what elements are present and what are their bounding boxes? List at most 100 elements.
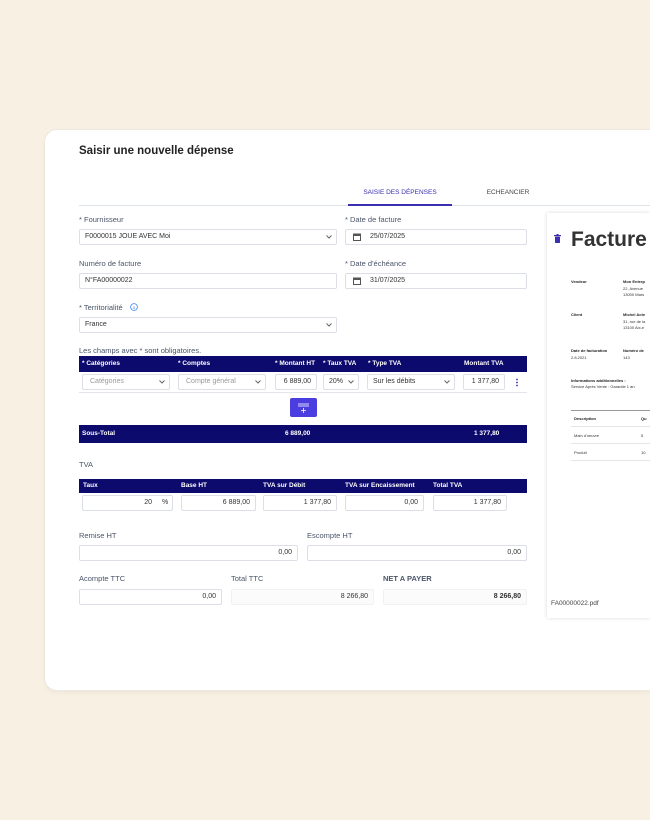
total-field: 8 266,80 [383, 589, 527, 605]
required-note: Les champs avec * sont obligatoires. [79, 346, 202, 355]
preview-text: Service Après Vente : Garantie 1 an [571, 384, 635, 389]
select-value: Sur les débits [373, 378, 416, 385]
chevron [159, 380, 165, 384]
rate-input[interactable]: 20 [82, 495, 173, 511]
select-value: France [85, 321, 107, 328]
input-value: 0,00 [404, 499, 418, 506]
total-value: 8 266,80 [493, 593, 521, 600]
chevron [326, 323, 332, 327]
field-label: NET A PAYER [383, 574, 432, 583]
preview-text: Produit [574, 450, 587, 455]
select-value: F0000015 JOUE AVEC Moi [85, 233, 171, 240]
select-value: 20% [329, 378, 344, 385]
select[interactable]: Compte général [178, 374, 266, 390]
amount-input[interactable]: 6 889,00 [181, 495, 256, 511]
preview-column: Description [574, 416, 597, 421]
preview-column: Qu [641, 416, 647, 421]
subtotal-amount: 1 377,80 [474, 430, 500, 437]
column-header: Base HT [181, 482, 208, 489]
column-header: * Comptes [178, 360, 211, 367]
preview-text: 22, Avenue [623, 286, 643, 291]
input-value: 1 377,80 [471, 378, 499, 385]
column-header: * Taux TVA [323, 360, 357, 367]
field-label: Total TTC [231, 574, 264, 583]
preview-rule [571, 443, 650, 444]
preview-text: 143 [623, 355, 630, 360]
calendar-icon [353, 233, 361, 241]
date-value: 25/07/2025 [370, 233, 406, 240]
page-title: Saisir une nouvelle dépense [79, 145, 234, 157]
column-header: * Catégories [82, 360, 120, 367]
amount-input[interactable]: 0,00 [79, 589, 222, 605]
percent-sign: % [162, 499, 169, 506]
input-value: 0,00 [507, 549, 521, 556]
table-header: Taux Base HT TVA sur Débit TVA sur Encai… [79, 479, 527, 493]
preview-text: 10 [641, 450, 646, 455]
field-label: * Territorialité [79, 303, 123, 312]
input-value: 0,00 [278, 549, 292, 556]
chevron [444, 380, 450, 384]
table-row [79, 372, 527, 393]
subtotal-amount: 6 889,00 [285, 430, 311, 437]
preview-rule [571, 410, 650, 411]
amount-input[interactable]: 1 377,80 [463, 374, 505, 390]
info-icon[interactable] [130, 303, 138, 311]
amount-input[interactable]: 0,00 [79, 545, 298, 561]
calendar-icon [353, 277, 361, 285]
preview-text: Michel Acte [623, 312, 646, 317]
preview-text: Mon Entrep [623, 279, 645, 284]
select[interactable]: Catégories [82, 374, 170, 390]
subtotal-label: Sous-Total [82, 430, 116, 437]
preview-title: Facture [571, 228, 647, 251]
field-label: Escompte HT [307, 531, 353, 540]
column-header: Taux [83, 482, 98, 489]
field-label: * Date de facture [345, 215, 402, 224]
file-name: FA00000022.pdf [551, 600, 599, 607]
select[interactable]: France [79, 317, 337, 333]
column-header: TVA sur Encaissement [345, 482, 415, 489]
tab-active[interactable]: SAISIE DES DÉPENSES [363, 189, 437, 196]
add-line-button[interactable] [290, 398, 317, 417]
preview-rule [571, 460, 650, 461]
select[interactable]: F0000015 JOUE AVEC Moi [79, 229, 337, 245]
input-value: 0,00 [202, 593, 216, 600]
tab[interactable]: ECHEANCIER [486, 189, 530, 196]
table-header: * Catégories * Comptes * Montant HT * Ta… [79, 356, 527, 372]
field-label: Numéro de facture [79, 259, 142, 268]
preview-label: Informations additionnelles : [571, 378, 626, 383]
column-header: Total TVA [433, 482, 463, 489]
input-value: 1 377,80 [473, 499, 501, 506]
preview-text: 31, rue de la [623, 319, 646, 324]
amount-input[interactable]: 0,00 [345, 495, 424, 511]
field-label: * Date d'échéance [345, 259, 407, 268]
input-value: 6 889,00 [222, 499, 250, 506]
section-title: TVA [79, 460, 94, 469]
date-input[interactable]: 25/07/2025 [345, 229, 527, 245]
field-label: * Fournisseur [79, 215, 124, 224]
column-header: TVA sur Débit [263, 482, 306, 489]
amount-input[interactable]: 0,00 [307, 545, 527, 561]
preview-text: 5 [641, 433, 644, 438]
amount-input[interactable]: 1 377,80 [263, 495, 337, 511]
more-menu[interactable] [515, 378, 519, 387]
preview-text: 2.8.2021 [571, 355, 587, 360]
chevron [255, 380, 261, 384]
amount-input[interactable]: 6 889,00 [275, 374, 317, 390]
preview-label: Date de facturation [571, 348, 608, 353]
field-label: Remise HT [79, 531, 117, 540]
delete-icon[interactable] [554, 234, 561, 243]
select[interactable]: Sur les débits [367, 374, 455, 390]
preview-rule [571, 426, 650, 427]
total-value: 8 266,80 [340, 593, 368, 600]
select[interactable]: 20% [323, 374, 359, 390]
text-input[interactable]: N°FA00000022 [79, 273, 337, 289]
amount-input[interactable]: 1 377,80 [433, 495, 507, 511]
date-value: 31/07/2025 [370, 277, 406, 284]
date-input[interactable]: 31/07/2025 [345, 273, 527, 289]
preview-text: 13000 Mars [623, 292, 645, 297]
preview-label: Vendeur [571, 279, 587, 284]
input-value: N°FA00000022 [85, 277, 133, 284]
column-header: * Montant HT [275, 360, 316, 367]
select-placeholder: Catégories [90, 378, 124, 385]
input-value: 20 [144, 499, 152, 506]
